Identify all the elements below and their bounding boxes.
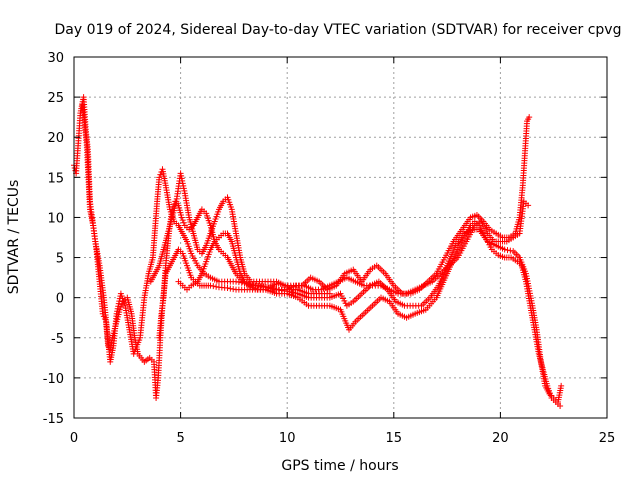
y-tick-label: 5 bbox=[56, 252, 64, 267]
y-tick-label: 30 bbox=[47, 51, 64, 66]
y-tick-label: -15 bbox=[43, 412, 64, 427]
data-point-marker bbox=[181, 187, 188, 194]
y-tick-label: -5 bbox=[51, 332, 64, 347]
y-tick-label: 0 bbox=[56, 292, 64, 307]
data-point-marker bbox=[289, 289, 296, 296]
data-point-marker bbox=[557, 402, 564, 409]
data-point-marker bbox=[114, 308, 121, 315]
data-point-marker bbox=[113, 310, 120, 317]
data-point-marker bbox=[326, 290, 333, 297]
data-point-marker bbox=[292, 290, 299, 297]
data-point-marker bbox=[180, 182, 187, 189]
data-point-marker bbox=[179, 180, 186, 187]
data-point-marker bbox=[99, 310, 106, 317]
series-track-4 bbox=[175, 198, 532, 297]
data-point-marker bbox=[558, 382, 565, 389]
data-point-marker bbox=[210, 283, 217, 290]
y-tick-label: -10 bbox=[43, 372, 64, 387]
data-point-marker bbox=[157, 171, 164, 178]
data-point-marker bbox=[227, 285, 234, 292]
data-point-marker bbox=[171, 201, 178, 208]
data-point-marker bbox=[179, 217, 186, 224]
data-point-marker bbox=[507, 247, 514, 254]
data-point-marker bbox=[115, 303, 122, 310]
y-tick-label: 25 bbox=[47, 91, 64, 106]
data-point-marker bbox=[178, 214, 185, 221]
x-axis-label: GPS time / hours bbox=[281, 458, 398, 474]
x-tick-label: 25 bbox=[599, 431, 616, 446]
data-point-marker bbox=[169, 206, 176, 213]
data-point-marker bbox=[504, 247, 511, 254]
data-point-marker bbox=[207, 282, 214, 289]
data-point-marker bbox=[224, 285, 231, 292]
x-tick-label: 5 bbox=[176, 431, 184, 446]
grid-lines bbox=[74, 57, 607, 418]
data-point-marker bbox=[525, 202, 532, 209]
series-track-1 bbox=[71, 94, 564, 409]
y-tick-label: 20 bbox=[47, 131, 64, 146]
data-point-marker bbox=[233, 278, 240, 285]
x-tick-label: 0 bbox=[70, 431, 78, 446]
y-tick-label: 10 bbox=[47, 211, 64, 226]
axis-ticks: 0 5 10 15 20 25 -15 -10 -5 0 5 10 15 20 25 30 bbox=[43, 51, 616, 446]
series-track-5 bbox=[156, 198, 333, 341]
data-point-marker bbox=[114, 305, 121, 312]
data-point-marker bbox=[115, 300, 122, 307]
data-point-marker bbox=[156, 174, 163, 181]
data-points bbox=[71, 94, 565, 409]
x-tick-label: 15 bbox=[386, 431, 403, 446]
data-point-marker bbox=[180, 219, 187, 226]
y-tick-label: 15 bbox=[47, 171, 64, 186]
x-tick-label: 10 bbox=[279, 431, 296, 446]
data-point-marker bbox=[501, 246, 508, 253]
data-point-marker bbox=[179, 177, 186, 184]
plot-frame bbox=[73, 56, 608, 419]
data-point-marker bbox=[170, 203, 177, 210]
chart-title: Day 019 of 2024, Sidereal Day-to-day VTE… bbox=[55, 22, 622, 38]
data-point-marker bbox=[526, 114, 533, 121]
data-point-marker bbox=[272, 286, 279, 293]
data-point-marker bbox=[180, 185, 187, 192]
data-point-marker bbox=[117, 304, 124, 311]
series-track-3 bbox=[147, 114, 533, 297]
data-point-marker bbox=[213, 283, 220, 290]
data-point-marker bbox=[178, 172, 185, 179]
data-point-marker bbox=[177, 170, 184, 177]
x-tick-label: 20 bbox=[492, 431, 509, 446]
data-point-marker bbox=[178, 175, 185, 182]
y-axis-label: SDTVAR / TECUs bbox=[6, 180, 22, 295]
data-point-marker bbox=[230, 286, 237, 293]
